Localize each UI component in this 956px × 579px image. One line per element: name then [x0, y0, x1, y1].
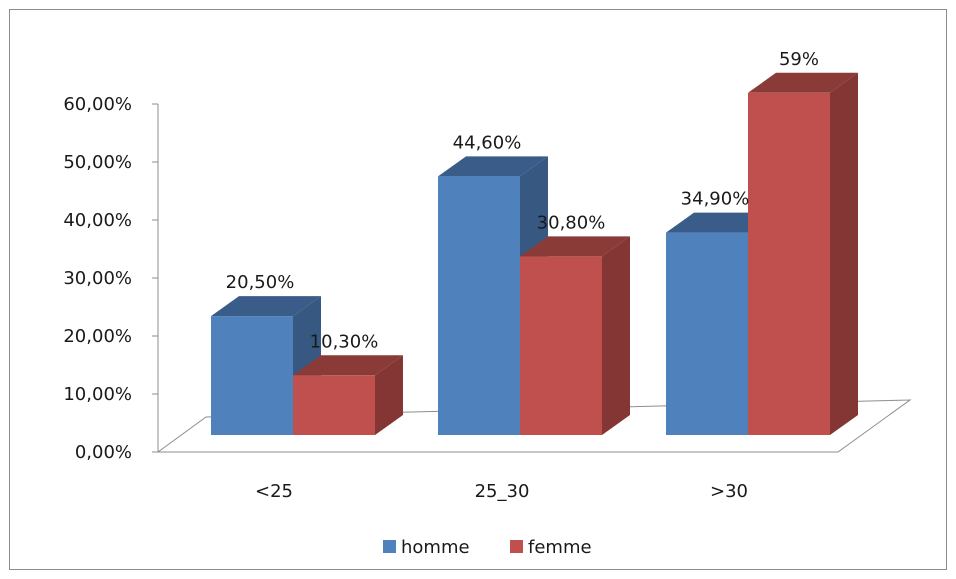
legend-swatch — [510, 540, 523, 553]
bar-front-face — [520, 256, 602, 435]
legend-item-homme: homme — [383, 537, 470, 558]
y-tick-label: 50,00% — [63, 152, 132, 173]
bar-femme-2 — [748, 72, 858, 436]
floor-plane — [156, 399, 912, 453]
bar-front-face — [293, 375, 375, 435]
bars — [211, 72, 858, 436]
bar-femme-0 — [293, 355, 403, 435]
bar-femme-1 — [520, 236, 630, 435]
bar-top-face — [748, 72, 858, 93]
data-label-femme-1: 30,80% — [537, 212, 606, 233]
y-tick-label: 10,00% — [63, 384, 132, 405]
legend-label: femme — [528, 537, 592, 558]
y-tick-label: 20,00% — [63, 326, 132, 347]
bar-front-face — [211, 316, 293, 435]
bar-front-face — [748, 92, 830, 436]
legend: homme femme — [383, 537, 592, 558]
data-label-femme-2: 59% — [779, 49, 819, 70]
data-label-femme-0: 10,30% — [310, 331, 379, 352]
data-labels: 20,50% 10,30% 44,60% 30,80% 34,90% 59% — [226, 49, 819, 352]
x-tick-label: 25_30 — [475, 481, 530, 502]
y-tick-label: 40,00% — [63, 210, 132, 231]
bar-front-face — [438, 176, 520, 435]
y-tick-label: 0,00% — [75, 442, 132, 463]
value-axis: 0,00% 10,00% 20,00% 30,00% 40,00% 50,00% 60,00… — [63, 94, 159, 463]
category-axis: <25 25_30 >30 — [255, 481, 748, 502]
data-label-homme-2: 34,90% — [681, 189, 750, 210]
legend-swatch — [383, 540, 396, 553]
y-tick-label: 60,00% — [63, 94, 132, 115]
bar-top-face — [438, 156, 548, 177]
bar-side-face — [602, 236, 630, 435]
legend-item-femme: femme — [510, 537, 592, 558]
bar-top-face — [293, 355, 403, 376]
data-label-homme-1: 44,60% — [453, 132, 522, 153]
bar-side-face — [830, 72, 858, 436]
bar-top-face — [520, 236, 630, 257]
data-label-homme-0: 20,50% — [226, 272, 295, 293]
bar-front-face — [666, 232, 748, 435]
chart-floor — [156, 399, 912, 453]
bar-top-face — [211, 296, 321, 317]
x-tick-label: >30 — [710, 481, 748, 502]
x-tick-label: <25 — [255, 481, 293, 502]
legend-label: homme — [401, 537, 470, 558]
bar-side-face — [375, 355, 403, 435]
y-tick-label: 30,00% — [63, 268, 132, 289]
